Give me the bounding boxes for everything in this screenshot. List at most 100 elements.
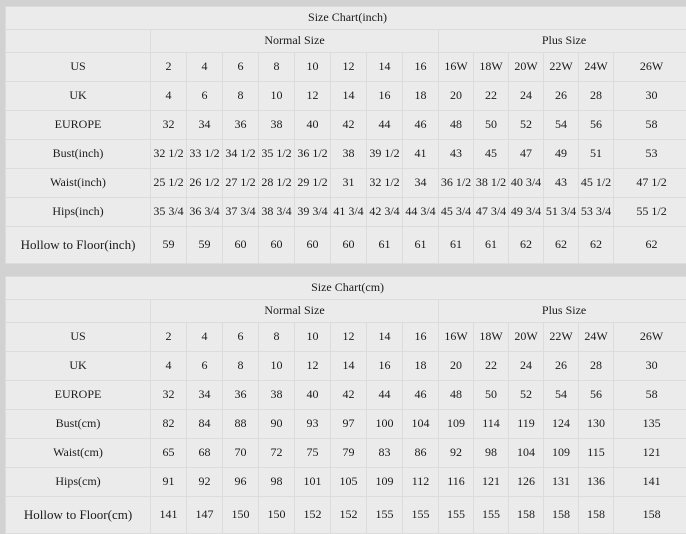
data-cell: 141 [614,468,686,497]
data-cell: 126 [509,468,544,497]
data-cell: 12 [295,352,331,381]
data-cell: 93 [295,410,331,439]
data-cell: 34 1/2 [223,140,259,169]
data-cell: 112 [403,468,439,497]
group-plus-size-inch: Plus Size [439,30,686,53]
data-cell: 54 [544,111,579,140]
data-cell: 38 [259,381,295,410]
data-cell: 10 [259,352,295,381]
data-cell: 155 [474,497,509,534]
data-cell: 29 1/2 [295,169,331,198]
data-cell: 39 3/4 [295,198,331,227]
row-label: EUROPE [6,111,151,140]
data-cell: 24W [579,53,614,82]
data-cell: 41 3/4 [331,198,367,227]
data-cell: 32 1/2 [367,169,403,198]
data-cell: 131 [544,468,579,497]
data-cell: 16 [403,323,439,352]
data-cell: 43 [544,169,579,198]
data-cell: 97 [331,410,367,439]
data-cell: 46 [403,381,439,410]
data-cell: 20 [439,352,474,381]
data-cell: 48 [439,111,474,140]
data-cell: 16 [367,352,403,381]
data-cell: 65 [151,439,187,468]
data-cell: 32 [151,381,187,410]
data-cell: 16W [439,323,474,352]
group-plus-size-cm: Plus Size [439,300,686,323]
data-cell: 40 3/4 [509,169,544,198]
data-cell: 60 [331,227,367,264]
data-cell: 33 1/2 [187,140,223,169]
row-label: UK [6,352,151,381]
data-cell: 20 [439,82,474,111]
data-cell: 8 [259,323,295,352]
data-cell: 6 [223,53,259,82]
data-cell: 62 [579,227,614,264]
data-cell: 20W [509,323,544,352]
data-cell: 28 [579,82,614,111]
data-cell: 27 1/2 [223,169,259,198]
data-cell: 45 1/2 [579,169,614,198]
data-cell: 18W [474,323,509,352]
data-cell: 22 [474,352,509,381]
data-cell: 4 [187,53,223,82]
data-cell: 40 [295,381,331,410]
data-cell: 18W [474,53,509,82]
group-normal-size-inch: Normal Size [151,30,439,53]
data-cell: 158 [544,497,579,534]
data-cell: 86 [403,439,439,468]
row-label: Waist(cm) [6,439,151,468]
data-cell: 26 1/2 [187,169,223,198]
data-cell: 10 [295,53,331,82]
data-cell: 49 [544,140,579,169]
data-cell: 8 [223,352,259,381]
data-cell: 56 [579,381,614,410]
data-cell: 147 [187,497,223,534]
data-cell: 16 [403,53,439,82]
data-cell: 25 1/2 [151,169,187,198]
data-cell: 28 [579,352,614,381]
data-cell: 152 [295,497,331,534]
data-cell: 116 [439,468,474,497]
data-cell: 62 [509,227,544,264]
data-cell: 158 [579,497,614,534]
data-cell: 34 [187,381,223,410]
data-cell: 24 [509,82,544,111]
data-cell: 16W [439,53,474,82]
data-cell: 31 [331,169,367,198]
data-cell: 100 [367,410,403,439]
data-cell: 150 [259,497,295,534]
chart-title-inch: Size Chart(inch) [6,7,686,30]
data-cell: 32 1/2 [151,140,187,169]
data-cell: 141 [151,497,187,534]
row-label: Hollow to Floor(inch) [6,227,151,264]
data-cell: 30 [614,82,686,111]
data-cell: 59 [151,227,187,264]
data-cell: 39 1/2 [367,140,403,169]
data-cell: 88 [223,410,259,439]
data-cell: 26 [544,82,579,111]
data-cell: 150 [223,497,259,534]
data-cell: 45 3/4 [439,198,474,227]
data-cell: 36 [223,111,259,140]
data-cell: 8 [259,53,295,82]
data-cell: 38 [331,140,367,169]
data-cell: 104 [509,439,544,468]
data-cell: 22 [474,82,509,111]
row-label: UK [6,82,151,111]
data-cell: 24 [509,352,544,381]
data-cell: 6 [223,323,259,352]
data-cell: 109 [367,468,403,497]
data-cell: 155 [403,497,439,534]
data-cell: 53 [614,140,686,169]
